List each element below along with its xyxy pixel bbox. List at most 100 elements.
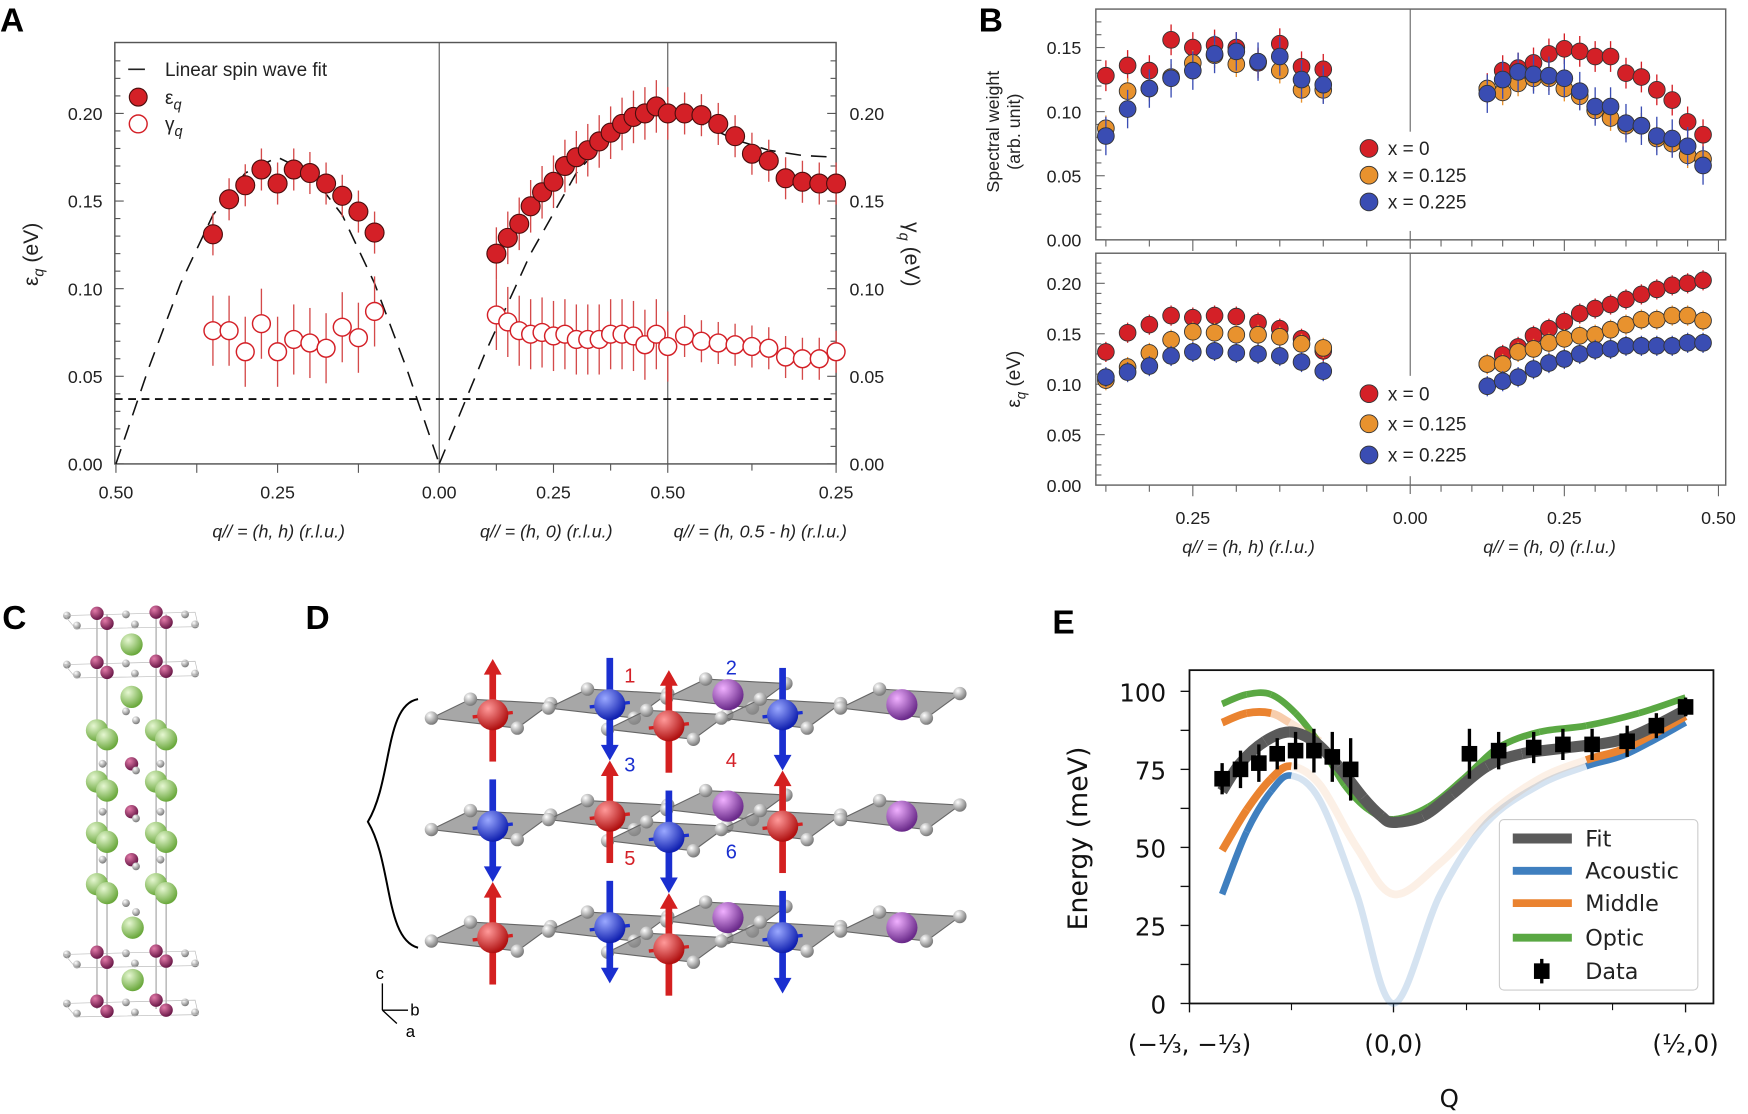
b-point-series-0 — [1227, 307, 1246, 326]
oxygen-atom — [919, 934, 934, 948]
oxygen-atom — [953, 798, 967, 812]
ni-atom — [149, 944, 163, 958]
a-xtick-label: 0.00 — [422, 482, 457, 502]
e-xtick-label: (½,0) — [1652, 1030, 1718, 1059]
b-point-series-2 — [1493, 70, 1512, 89]
e-curve-acoustic — [1392, 892, 1444, 1007]
oxygen-atom — [753, 692, 767, 706]
ni-atom — [100, 1004, 114, 1018]
eps-point — [543, 171, 564, 192]
eps-point — [497, 227, 518, 248]
oxygen-atom — [541, 812, 556, 827]
a-y2-axis-label: γq (eV) — [896, 222, 924, 287]
la-atom — [121, 968, 144, 992]
b-legend-marker — [1359, 192, 1379, 212]
b-point-series-2 — [1678, 334, 1697, 352]
eps-point — [674, 103, 695, 124]
oxygen-atom — [639, 815, 654, 829]
eps-point — [758, 150, 779, 171]
d-axes-indicator: c b a — [376, 964, 420, 1041]
panel-label-e: E — [1052, 604, 1074, 641]
ni-atom — [159, 954, 173, 968]
ni-atom — [90, 655, 104, 670]
b-top-ylabel-line2: (arb. unit) — [1004, 94, 1024, 170]
e-curve-optic — [1585, 709, 1640, 729]
panel-b-marks: 0.00 0.05 0.10 0.15 x = 0 x = 0.125 x = 0.225 0… — [1047, 8, 1736, 528]
e-curve-acoustic — [1219, 830, 1250, 896]
oxygen-atom — [156, 807, 165, 816]
b-point-series-2 — [1524, 360, 1543, 378]
panel-label-a: A — [0, 2, 24, 39]
oxygen-atom — [424, 822, 439, 837]
purple-ni-atom — [886, 912, 918, 944]
b-point-series-2 — [1540, 66, 1558, 85]
a-ytick-label: 0.15 — [68, 192, 103, 212]
b-point-series-0 — [1663, 276, 1682, 295]
legend-fit-label: Linear spin wave fit — [165, 60, 328, 81]
oxygen-atom — [122, 610, 130, 619]
a-y2tick-label: 0.15 — [849, 192, 884, 212]
e-data-point — [1269, 745, 1286, 762]
e-curve-middle — [1584, 743, 1629, 764]
eps-point — [219, 189, 240, 210]
eps-point — [657, 103, 678, 124]
a-y-axis-label: εq (eV) — [20, 223, 48, 286]
b-legend-label: x = 0.125 — [1388, 414, 1466, 435]
b-point-series-2 — [1648, 127, 1666, 145]
site-label-6: 6 — [726, 842, 737, 864]
b-xtick-label: 0.25 — [1547, 508, 1582, 528]
gamma-point — [219, 321, 239, 341]
eps-point — [520, 196, 541, 217]
b-point-series-2 — [1555, 350, 1574, 368]
oxygen-atom — [132, 814, 140, 823]
b-point-series-0 — [1118, 323, 1137, 342]
b-point-series-2 — [1632, 337, 1651, 355]
legend-gamma-label: γq — [165, 115, 183, 141]
b-point-series-0 — [1632, 285, 1651, 304]
blue-ni-atom — [653, 821, 685, 853]
oxygen-atom — [833, 812, 848, 827]
b-point-series-1 — [1162, 331, 1180, 349]
e-curve-fit — [1484, 748, 1524, 772]
b-point-series-1 — [1478, 355, 1497, 373]
b-legend-label: x = 0 — [1388, 384, 1430, 405]
b-point-series-1 — [1205, 323, 1224, 342]
e-curve-acoustic — [1437, 820, 1490, 896]
gamma-point — [759, 338, 779, 358]
gamma-point — [658, 336, 678, 357]
legend-eps-marker — [128, 87, 148, 107]
e-curve-middle — [1270, 709, 1292, 726]
site-label-1: 1 — [624, 665, 635, 687]
oxygen-atom — [181, 998, 189, 1007]
oxygen-atom — [130, 620, 139, 629]
b-point-series-0 — [1601, 47, 1620, 66]
e-curve-fit — [1377, 811, 1394, 829]
b-xlabel-hh: q// = (h, h) (r.l.u.) — [1182, 537, 1315, 557]
gamma-point — [826, 342, 846, 362]
e-data-point — [1324, 749, 1341, 765]
eps-point — [486, 243, 507, 264]
a-ylabel-unit: (eV) — [20, 223, 43, 269]
panel-a-marks: 0.00 0.00 0.05 0.05 0.10 0.10 0.15 0.15 0.20 0.20… — [68, 41, 884, 502]
b-point-series-0 — [1694, 271, 1712, 290]
b-point-series-2 — [1570, 345, 1589, 363]
a-xtick-label: 0.50 — [650, 482, 685, 502]
a-plot-frame — [114, 41, 837, 465]
la-atom — [95, 830, 119, 853]
oxygen-atom — [98, 807, 107, 816]
oxygen-atom — [156, 759, 165, 768]
a-y2label-sub: q — [896, 233, 912, 241]
eps-point — [235, 175, 256, 196]
b-point-series-2 — [1270, 347, 1289, 365]
purple-ni-atom — [712, 679, 744, 711]
b-point-series-2 — [1648, 337, 1666, 355]
oxygen-atom — [714, 934, 728, 948]
gamma-point — [809, 349, 829, 369]
b-point-series-0 — [1097, 66, 1115, 85]
a-ytick-label: 0.00 — [68, 455, 103, 475]
b-point-series-2 — [1162, 69, 1180, 88]
b-point-series-0 — [1140, 315, 1159, 334]
b-top-ylabel-line1: Spectral weight — [983, 71, 1003, 193]
eps-point — [267, 173, 288, 194]
oxygen-atom — [800, 944, 814, 958]
